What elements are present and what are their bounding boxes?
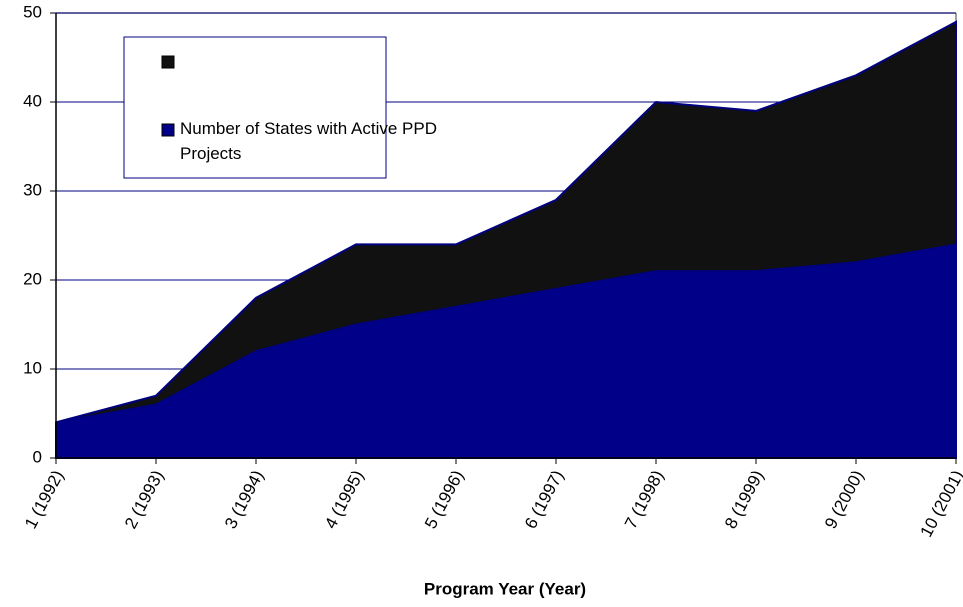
x-tick-label: 1 (1992) [21,467,68,532]
y-tick-label: 30 [23,180,42,199]
y-tick-label: 10 [23,358,42,377]
x-tick-label: 9 (2000) [821,467,868,532]
y-tick-label: 40 [23,91,42,110]
y-tick-label: 50 [23,2,42,21]
x-tick-label: 6 (1997) [521,467,568,532]
x-tick-label: 8 (1999) [721,467,768,532]
x-tick-label: 7 (1998) [621,467,668,532]
y-tick-label: 20 [23,269,42,288]
x-tick-label: 5 (1996) [421,467,468,532]
legend-label: Number of States with Active PPD Projects [180,119,437,163]
legend-swatch [161,123,175,137]
x-tick-label: 4 (1995) [321,467,368,532]
x-axis-label: Program Year (Year) [424,579,586,598]
y-tick-label: 0 [33,447,42,466]
x-tick-label: 2 (1993) [121,467,168,532]
x-tick-label: 3 (1994) [221,467,268,532]
legend-swatch [161,55,175,69]
x-tick-label: 10 (2001) [917,467,963,540]
